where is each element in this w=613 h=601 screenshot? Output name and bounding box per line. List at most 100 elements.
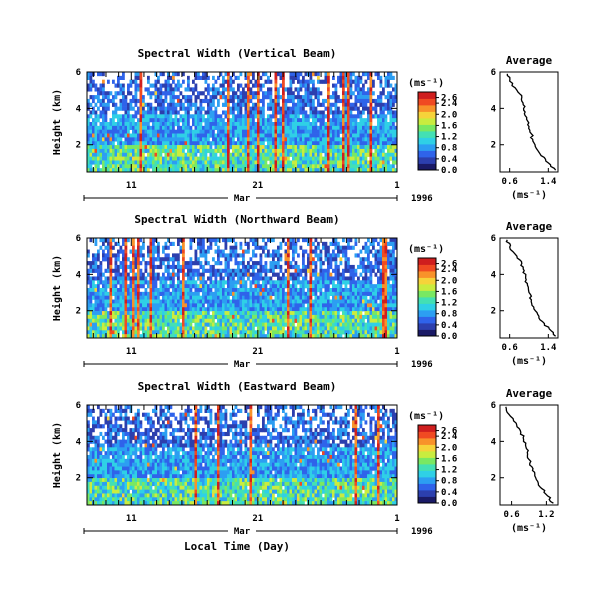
heatmap-cell [362,72,365,77]
heatmap-cell [304,280,308,285]
heatmap-cell [284,164,288,169]
heatmap-cell [382,110,385,115]
heatmap-cell [352,114,355,119]
heatmap-cell [367,137,370,142]
heatmap-cell [162,72,165,77]
heatmap-cell [279,137,283,142]
heatmap-cell [149,137,153,142]
heatmap-cell [94,330,98,335]
heatmap-cell [274,145,278,150]
heatmap-cell [227,145,230,150]
heatmap-cell [247,91,250,96]
heatmap-cell [204,168,208,173]
heatmap-cell [212,314,215,320]
heatmap-cell [119,125,123,130]
heatmap-cell [94,110,98,115]
heatmap-cell [252,118,255,123]
heatmap-cell [224,264,228,270]
heatmap-cell [214,91,218,96]
heatmap-cell [294,311,298,316]
heatmap-cell [369,156,373,161]
heatmap-cell [364,98,368,104]
heatmap-cell [172,87,175,92]
heatmap-cell [342,102,345,107]
heatmap-cell [164,164,168,169]
heatmap-cell [264,241,268,246]
heatmap-cell [307,253,310,258]
heatmap-cell [257,245,260,250]
heatmap-cell [324,114,328,119]
heatmap-cell [252,268,255,273]
heatmap-cell [119,122,123,127]
heatmap-cell [254,102,258,107]
heatmap-cell [164,118,168,123]
heatmap-cell [207,145,210,150]
heatmap-cell [272,106,275,111]
heatmap-cell [219,125,223,130]
heatmap-cell [239,326,243,331]
heatmap-cell [164,114,168,119]
heatmap-cell [227,133,230,138]
heatmap-cell [287,118,290,123]
heatmap-cell [267,79,270,84]
heatmap-cell [287,87,290,92]
heatmap-cell [299,280,303,285]
heatmap-cell [292,98,295,104]
heatmap-cell [317,241,320,246]
heatmap-cell [367,118,370,123]
heatmap-cell [122,253,125,258]
heatmap-cell [152,164,155,169]
heatmap-cell [214,330,218,335]
heatmap-cell [309,257,313,262]
heatmap-cell [137,257,140,262]
heatmap-cell [197,291,200,296]
heatmap-cell [229,87,233,92]
heatmap-cell [334,164,338,169]
heatmap-cell [189,280,193,285]
heatmap-cell [369,72,373,77]
heatmap-cell [259,253,263,258]
heatmap-cell [147,249,150,254]
heatmap-cell [252,276,255,281]
heatmap-cell [329,291,333,296]
heatmap-cell [219,295,223,300]
heatmap-cell [97,257,100,262]
heatmap-cell [287,98,290,104]
heatmap-cell [194,75,198,80]
heatmap-cell [142,330,145,335]
heatmap-cell [292,145,295,150]
heatmap-cell [107,276,110,281]
heatmap-cell [114,137,118,142]
heatmap-cell [247,79,250,84]
heatmap-cell [207,137,210,142]
heatmap-cell [369,114,373,119]
heatmap-cell [122,303,125,308]
heatmap-cell [87,156,90,161]
heatmap-cell [294,241,298,246]
heatmap-cell [107,280,110,285]
heatmap-cell [214,311,218,316]
heatmap-cell [227,288,230,293]
heatmap-cell [294,110,298,115]
heatmap-cell [142,98,145,104]
heatmap-cell [227,106,230,111]
heatmap-cell [132,168,135,173]
heatmap-cell [214,118,218,123]
heatmap-cell [119,249,123,254]
heatmap-cell [257,98,260,104]
heatmap-cell [92,318,95,323]
heatmap-cell [94,299,98,304]
heatmap-cell [197,156,200,161]
heatmap-cell [187,264,190,270]
heatmap-cell [289,284,293,289]
heatmap-cell [167,79,170,84]
heatmap-cell [229,160,233,165]
heatmap-cell [267,249,270,254]
heatmap-cell [192,148,195,154]
heatmap-cell [389,110,393,115]
heatmap-cell [287,241,290,246]
heatmap-cell [132,129,135,134]
heatmap-cell [217,330,220,335]
heatmap-cell [327,156,330,161]
heatmap-cell [387,152,390,157]
